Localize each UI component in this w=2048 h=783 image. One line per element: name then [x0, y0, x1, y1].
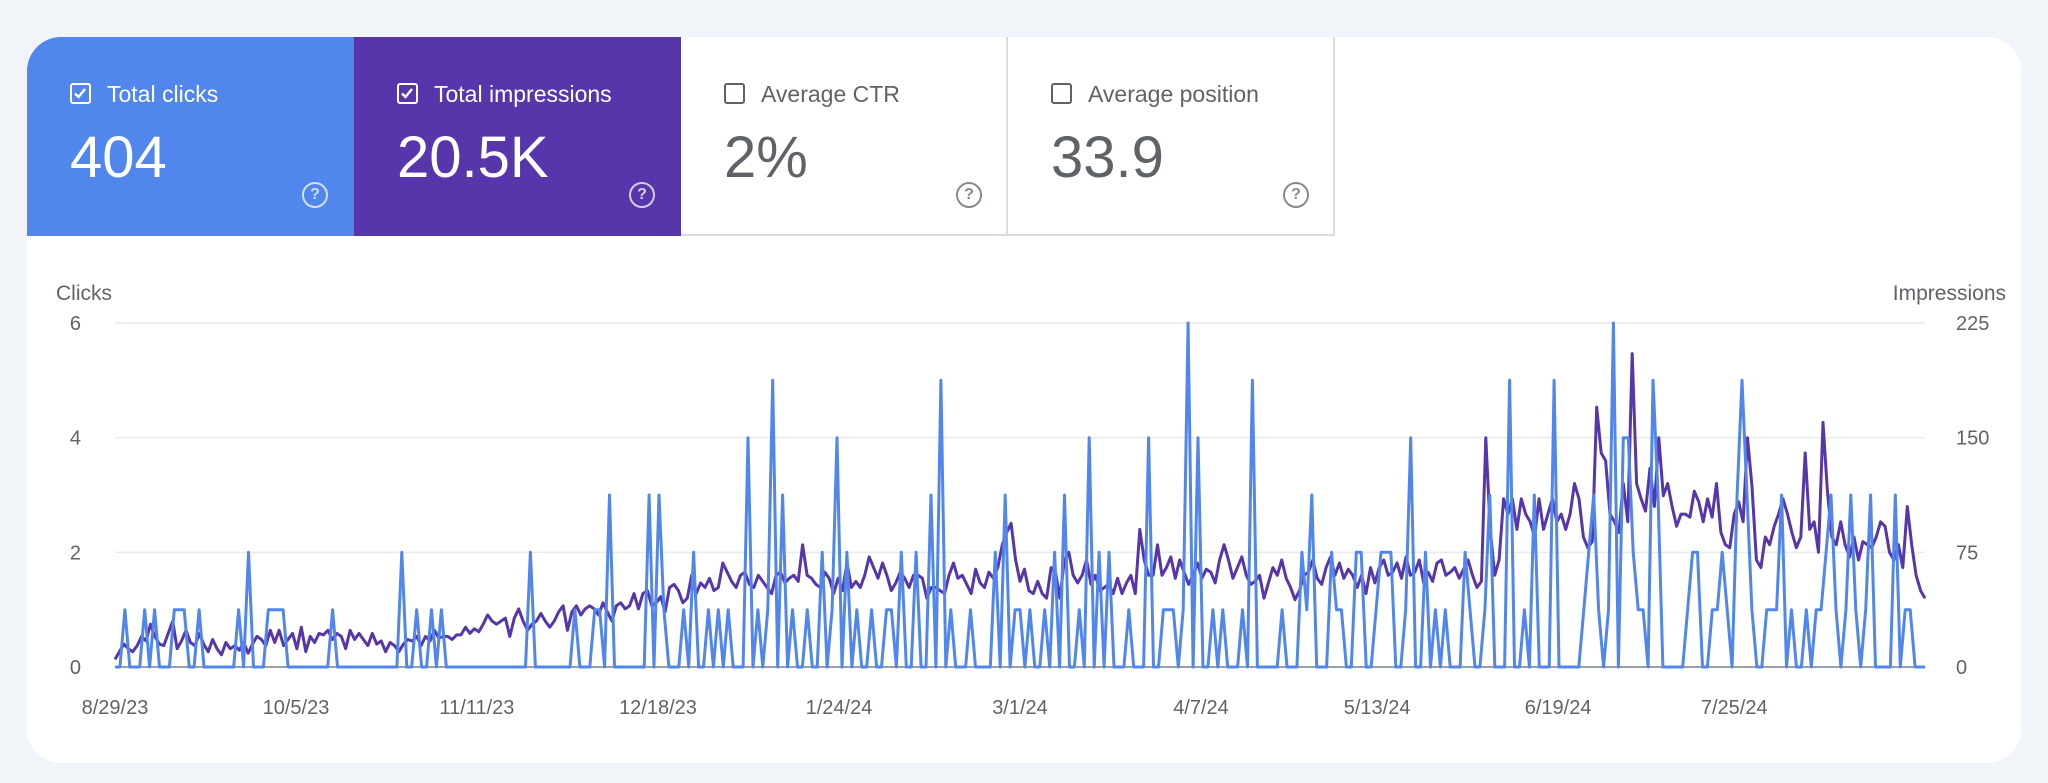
checkbox-unchecked-icon[interactable] — [724, 83, 745, 104]
x-tick-label: 8/29/23 — [82, 697, 149, 719]
y-left-tick-label: 0 — [70, 657, 81, 679]
y-left-tick-label: 2 — [70, 542, 81, 564]
checkbox-checked-icon[interactable] — [397, 83, 418, 104]
checkbox-checked-icon[interactable] — [70, 83, 91, 104]
x-tick-label: 6/19/24 — [1525, 697, 1592, 719]
x-tick-label: 5/13/24 — [1344, 697, 1411, 719]
metric-value: 2% — [724, 125, 808, 190]
checkbox-unchecked-icon[interactable] — [1051, 83, 1072, 104]
metric-tabs: Total clicks 404 ? Total impressions 20.… — [27, 37, 1335, 236]
metric-average-ctr[interactable]: Average CTR 2% ? — [681, 37, 1008, 236]
x-tick-label: 4/7/24 — [1173, 697, 1229, 719]
metric-label: Average CTR — [761, 81, 900, 107]
y-right-tick-label: 75 — [1956, 542, 1978, 564]
metric-total-impressions[interactable]: Total impressions 20.5K ? — [354, 37, 681, 236]
metric-value: 404 — [70, 125, 167, 190]
clicks-series-line — [115, 321, 1925, 669]
x-tick-label: 3/1/24 — [992, 697, 1048, 719]
help-icon[interactable]: ? — [302, 182, 328, 208]
help-icon[interactable]: ? — [629, 182, 655, 208]
x-tick-label: 11/11/23 — [440, 697, 515, 719]
y-left-tick-label: 4 — [70, 428, 81, 450]
metric-value: 20.5K — [397, 125, 549, 190]
y-right-tick-label: 150 — [1956, 428, 1989, 450]
y-right-tick-label: 0 — [1956, 657, 1967, 679]
x-tick-label: 12/18/23 — [619, 697, 697, 719]
x-tick-label: 1/24/24 — [806, 697, 873, 719]
metric-label: Total impressions — [434, 81, 612, 107]
y-right-axis-label: Impressions — [1893, 282, 2006, 305]
y-left-axis-label: Clicks — [56, 282, 112, 305]
metric-total-clicks[interactable]: Total clicks 404 ? — [27, 37, 354, 236]
metric-label: Total clicks — [107, 81, 219, 107]
metric-label: Average position — [1088, 81, 1259, 107]
performance-chart: Clicks Impressions 0 2 4 6 0 75 150 225 8/29/2… — [56, 282, 2006, 719]
x-tick-label: 7/25/24 — [1701, 697, 1768, 719]
performance-card: Total clicks 404 ? Total impressions 20.… — [27, 37, 2021, 763]
metric-value: 33.9 — [1051, 125, 1164, 190]
metric-average-position[interactable]: Average position 33.9 ? — [1008, 37, 1335, 236]
y-right-tick-label: 225 — [1956, 313, 1989, 335]
x-tick-label: 10/5/23 — [263, 697, 330, 719]
y-left-tick-label: 6 — [70, 313, 81, 335]
help-icon[interactable]: ? — [956, 182, 982, 208]
help-icon[interactable]: ? — [1283, 182, 1309, 208]
